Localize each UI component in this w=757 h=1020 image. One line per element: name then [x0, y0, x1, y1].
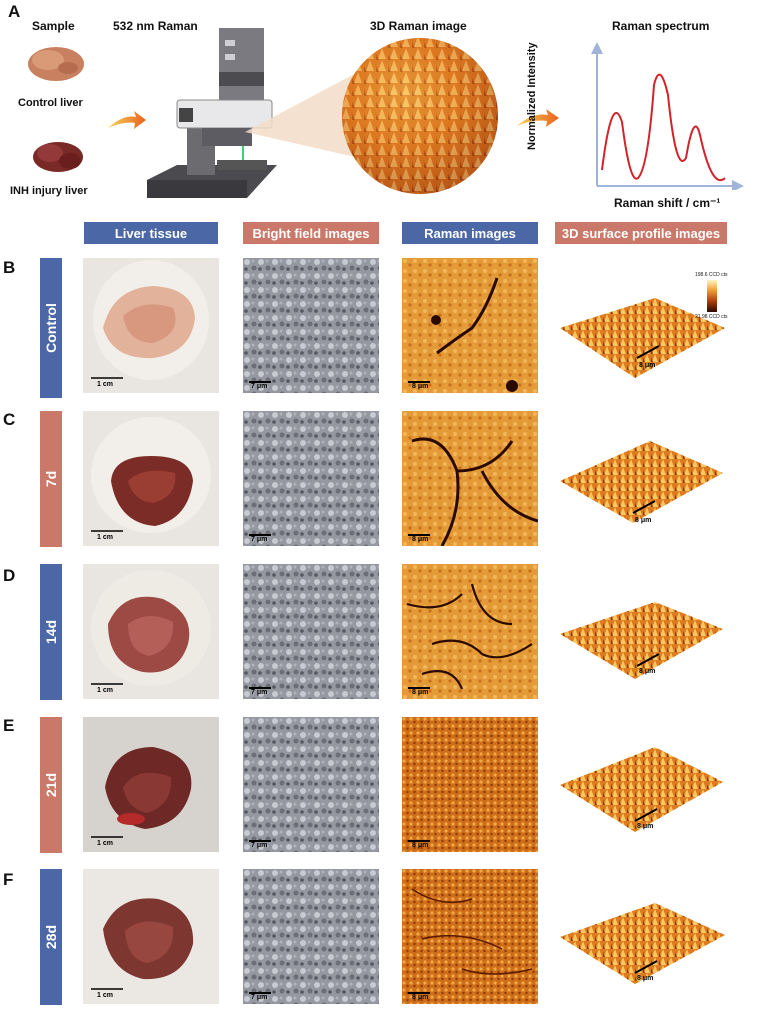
bright-scale-label: 7 μm	[251, 536, 268, 543]
surface-scale-label: 8 μm	[635, 517, 652, 524]
header-3d-surface: 3D surface profile images	[555, 222, 727, 244]
raman-image: 8 μm	[402, 258, 538, 393]
arrow-icon	[108, 111, 146, 129]
liver-tissue-image: 1 cm	[83, 411, 219, 546]
tissue-scale-label: 1 cm	[97, 687, 113, 694]
panel-a-letter: A	[8, 2, 21, 21]
spectrum-title: Raman spectrum	[612, 19, 710, 33]
raman-scale-label: 8 μm	[412, 689, 429, 696]
liver-tissue-image: 1 cm	[83, 564, 219, 699]
inh-liver-image	[33, 142, 83, 172]
liver-tissue-image: 1 cm	[83, 869, 219, 1004]
inh-liver-label: INH injury liver	[10, 185, 88, 197]
raman-image: 8 μm	[402, 564, 538, 699]
bright-field-image: 7 μm	[243, 564, 379, 699]
tissue-scale-label: 1 cm	[97, 534, 113, 541]
bright-field-image: 7 μm	[243, 411, 379, 546]
raman-image: 8 μm	[402, 869, 538, 1004]
raman-scale-label: 8 μm	[412, 536, 429, 543]
panel-b-letter: B	[3, 258, 16, 277]
colorbar-min-label: 21.98 CCD cts	[695, 314, 728, 320]
liver-tissue-image: 1 cm	[83, 258, 219, 393]
row-label-control: Control	[40, 258, 62, 398]
liver-tissue-image: 1 cm	[83, 717, 219, 852]
raman-3d-circle-image	[342, 38, 498, 194]
tissue-scale-label: 1 cm	[97, 381, 113, 388]
panel-d-letter: D	[3, 566, 16, 585]
bright-field-image: 7 μm	[243, 258, 379, 393]
x-axis-label: Raman shift / cm⁻¹	[614, 196, 721, 210]
arrow-icon	[517, 109, 559, 127]
surface-profile-image: 8 μm	[555, 869, 730, 1004]
bright-field-image: 7 μm	[243, 869, 379, 1004]
bright-scale-label: 7 μm	[251, 383, 268, 390]
raman-scale-label: 8 μm	[412, 842, 429, 849]
panel-f-letter: F	[3, 870, 14, 889]
raman-image: 8 μm	[402, 411, 538, 546]
row-label-14d: 14d	[40, 564, 62, 700]
bright-scale-label: 7 μm	[251, 842, 268, 849]
raman-microscope-image	[147, 28, 277, 198]
surface-scale-label: 8 μm	[639, 362, 656, 369]
bright-scale-label: 7 μm	[251, 689, 268, 696]
surface-profile-image: 8 μm	[555, 411, 730, 546]
image3d-title: 3D Raman image	[370, 19, 467, 33]
header-liver-tissue: Liver tissue	[84, 222, 218, 244]
bright-scale-label: 7 μm	[251, 994, 268, 1001]
surface-scale-label: 8 μm	[637, 823, 654, 830]
row-label-21d: 21d	[40, 717, 62, 853]
raman-title: 532 nm Raman	[113, 19, 198, 33]
header-bright-field: Bright field images	[243, 222, 379, 244]
surface-scale-label: 8 μm	[637, 975, 654, 982]
panel-c-letter: C	[3, 410, 16, 429]
surface-profile-image: 8 μm	[555, 717, 730, 852]
panel-e-letter: E	[3, 716, 15, 735]
sample-title: Sample	[32, 19, 75, 33]
row-label-7d: 7d	[40, 411, 62, 547]
surface-scale-label: 8 μm	[639, 668, 656, 675]
y-axis-label: Normalized Intensity	[526, 42, 538, 150]
raman-image: 8 μm	[402, 717, 538, 852]
bright-field-image: 7 μm	[243, 717, 379, 852]
raman-spectrum-plot	[560, 40, 745, 190]
raman-scale-label: 8 μm	[412, 994, 429, 1001]
raman-scale-label: 8 μm	[412, 383, 429, 390]
header-raman-images: Raman images	[402, 222, 538, 244]
colorbar-max-label: 198.6 CCD cts	[695, 272, 728, 278]
row-label-28d: 28d	[40, 869, 62, 1005]
tissue-scale-label: 1 cm	[97, 840, 113, 847]
control-liver-image	[28, 47, 84, 81]
surface-profile-image: 8 μm	[555, 564, 730, 699]
tissue-scale-label: 1 cm	[97, 992, 113, 999]
surface-profile-image: 198.6 CCD cts 21.98 CCD cts 8 μm	[555, 258, 730, 393]
control-liver-label: Control liver	[18, 97, 83, 109]
